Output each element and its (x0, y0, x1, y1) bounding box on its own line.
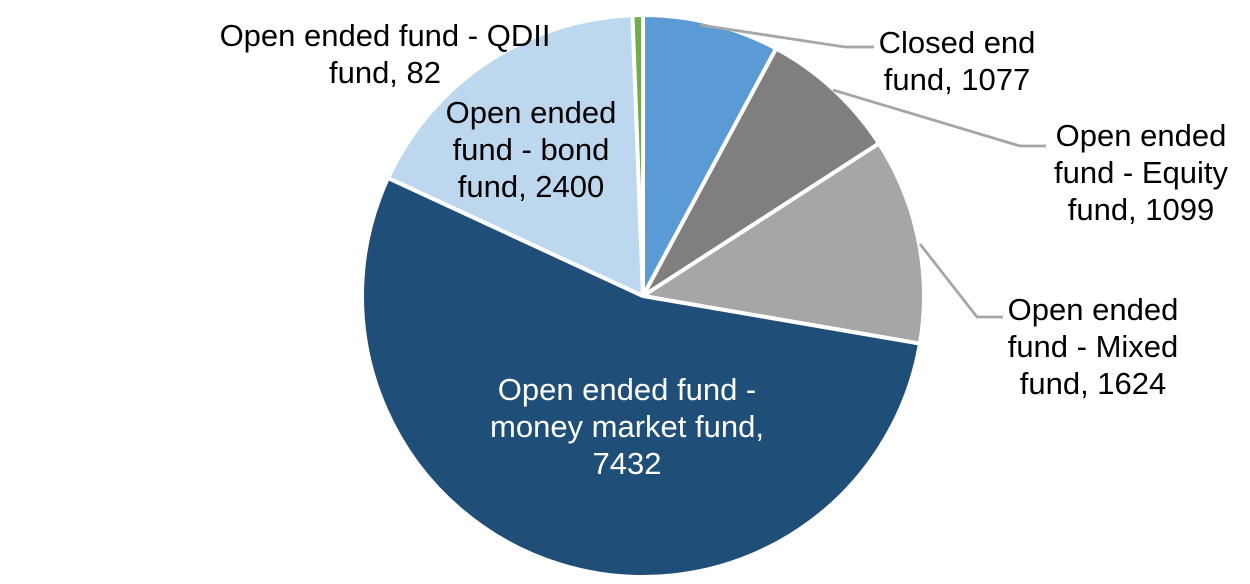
data-label-line: fund - bond (452, 132, 610, 167)
data-label-line: Open ended fund - QDII (219, 18, 551, 53)
data-label-line: fund, 82 (328, 55, 442, 90)
leader-lines (699, 23, 1046, 319)
data-label-line: Open ended (445, 95, 617, 130)
pie-slice-closed-end-fund (641, 13, 779, 298)
data-label-line: fund - Mixed (1007, 329, 1179, 364)
pie-slices (360, 13, 926, 579)
data-label-line: fund, 1624 (1019, 366, 1167, 401)
data-label-line: fund, 1077 (883, 62, 1031, 97)
data-label-bond-fund: Open ended fund - bond fund, 2400 (446, 94, 617, 205)
data-label-line: fund - Equity (1053, 155, 1229, 190)
data-label-closed-end-fund: Closed end fund, 1077 (879, 24, 1036, 98)
data-label-money-market-fund: Open ended fund - money market fund, 743… (490, 371, 764, 482)
data-label-line: money market fund, (490, 409, 764, 444)
data-label-line: Open ended (1007, 292, 1179, 327)
data-label-line: Open ended fund - (497, 372, 757, 407)
data-label-mixed-fund: Open ended fund - Mixed fund, 1624 (1008, 291, 1179, 402)
pie-slice-open-ended-fund-bond-fund (386, 13, 645, 298)
leader-line-closed-end-fund (699, 23, 874, 49)
data-label-line: 7432 (592, 446, 662, 481)
leader-line-equity-fund (832, 88, 1046, 148)
data-label-equity-fund: Open ended fund - Equity fund, 1099 (1054, 117, 1228, 228)
data-label-line: fund, 2400 (457, 169, 605, 204)
leader-line-mixed-fund (918, 243, 1003, 319)
pie-slice-open-ended-fund-money-market-fund (360, 175, 922, 579)
data-label-qdii-fund: Open ended fund - QDII fund, 82 (220, 17, 551, 91)
data-label-line: fund, 1099 (1067, 192, 1215, 227)
pie-slice-open-ended-fund-qdii-fund (630, 13, 645, 298)
data-label-line: Open ended (1055, 118, 1227, 153)
data-label-line: Closed end (878, 25, 1036, 60)
pie-slice-open-ended-fund-mixed-fund (641, 141, 926, 346)
